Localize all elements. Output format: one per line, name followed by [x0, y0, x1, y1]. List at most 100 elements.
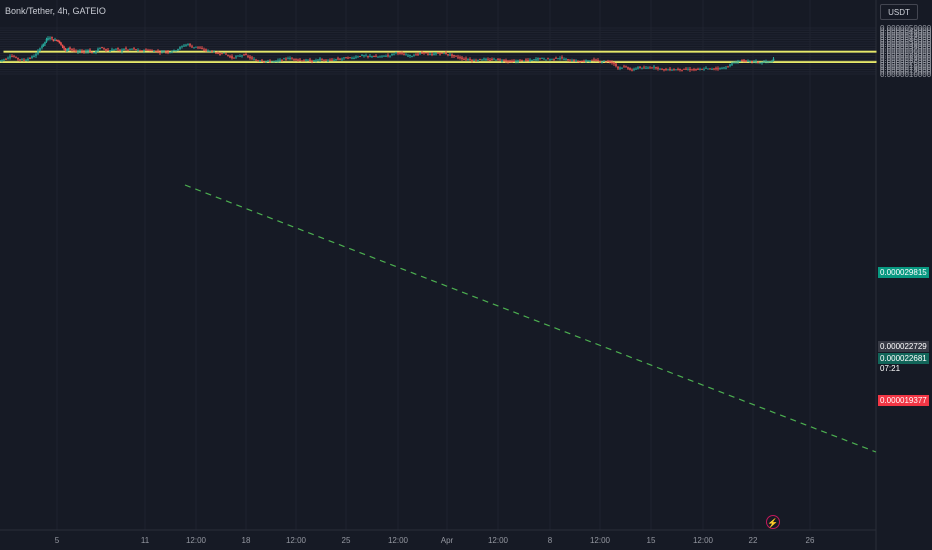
candle-body — [459, 57, 461, 59]
time-tick-label: 18 — [242, 536, 251, 545]
candle-body — [133, 48, 135, 50]
time-tick-label: 12:00 — [590, 536, 611, 545]
candle-body — [287, 58, 289, 60]
price-tick-label: 0.0000040000 — [880, 36, 932, 45]
candle-body — [143, 50, 145, 52]
candle-body — [507, 60, 509, 62]
candle-body — [591, 59, 593, 61]
candle-body — [269, 61, 271, 63]
candle-body — [423, 52, 425, 54]
candle-body — [137, 49, 139, 51]
candle-body — [719, 67, 721, 69]
candle-body — [525, 59, 527, 61]
candle-body — [159, 52, 161, 54]
candle-body — [171, 51, 173, 53]
candle-body — [395, 52, 397, 54]
time-tick-label: 12:00 — [693, 536, 714, 545]
candle-body — [639, 67, 641, 69]
candle-body — [139, 50, 141, 52]
candle-body — [385, 55, 387, 57]
time-axis[interactable]: 5 11 12:00 18 12:00 25 12:00 Apr 12:00 8 12:00 15 12… — [55, 536, 815, 545]
candle-body — [45, 38, 48, 42]
trendline[interactable] — [184, 184, 877, 453]
candle-body — [27, 58, 29, 61]
candle-body — [347, 57, 349, 59]
candle-body — [623, 66, 625, 68]
candle-body — [769, 61, 771, 63]
candle-body — [475, 60, 477, 62]
candle-body — [653, 66, 655, 68]
price-tick-label: 0.0000048000 — [880, 26, 932, 35]
currency-button[interactable]: USDT — [880, 4, 918, 20]
candle-body — [99, 47, 101, 49]
candle-body — [417, 53, 419, 55]
candle-body — [559, 58, 561, 60]
candle-body — [77, 51, 79, 53]
candle-body — [581, 61, 583, 63]
candle-body — [695, 68, 697, 70]
candle-body — [1, 59, 3, 61]
candle-body — [703, 69, 705, 71]
candle-body — [225, 53, 227, 55]
candle-body — [513, 60, 515, 62]
candle-body — [175, 50, 177, 52]
candle-body — [163, 51, 165, 53]
candle-body — [765, 61, 767, 63]
candle-body — [505, 60, 507, 62]
candle-body — [565, 59, 567, 61]
target-price-label: 0.000029815 — [878, 267, 929, 278]
candle-body — [285, 58, 287, 60]
candle-body — [535, 58, 537, 61]
candle-body — [521, 59, 523, 61]
support-resistance-zones — [0, 50, 877, 63]
time-tick-label: 12:00 — [286, 536, 307, 545]
candle-body — [189, 43, 191, 46]
candle-body — [593, 59, 595, 61]
price-tick-label: 0.0000026000 — [880, 52, 932, 61]
candle-body — [533, 59, 535, 61]
candle-body — [721, 68, 723, 70]
replay-icon[interactable]: ⚡ — [766, 515, 780, 529]
candle-body — [41, 45, 43, 48]
candle-body — [553, 58, 555, 60]
candle-body — [193, 47, 195, 49]
candle-body — [439, 53, 441, 55]
candle-body — [97, 48, 99, 52]
candle-body — [735, 62, 737, 64]
candle-body — [649, 67, 651, 69]
candle-body — [299, 59, 301, 61]
candle-body — [141, 50, 143, 52]
candle-body — [289, 57, 291, 59]
candle-body — [489, 59, 491, 61]
candle-body — [561, 57, 563, 59]
time-tick-label: 26 — [806, 536, 815, 545]
candle-body — [235, 56, 237, 58]
candle-body — [493, 58, 495, 60]
candle-body — [545, 59, 547, 61]
candle-body — [321, 58, 323, 60]
stop-price-label: 0.000019377 — [878, 395, 929, 406]
candle-body — [283, 58, 285, 60]
candle-body — [305, 59, 307, 61]
candle-body — [17, 57, 19, 60]
candle-body — [701, 69, 703, 71]
candle-body — [441, 52, 443, 54]
candle-body — [609, 60, 611, 63]
candle-body — [435, 53, 437, 55]
candle-body — [749, 60, 751, 62]
candle-body — [313, 60, 315, 62]
candle-body — [549, 59, 551, 61]
candle-body — [29, 58, 31, 60]
candle-body — [473, 59, 475, 61]
candle-body — [571, 60, 573, 62]
candle-body — [477, 59, 479, 61]
candle-body — [669, 68, 671, 71]
candle-body — [115, 48, 117, 50]
candle-body — [543, 58, 545, 60]
candle-body — [119, 49, 121, 52]
candle-body — [431, 54, 433, 56]
price-axis[interactable]: 0.00000500000.00000480000.00000460000.00… — [880, 24, 932, 79]
candle-body — [15, 57, 17, 59]
candle-body — [111, 49, 113, 51]
